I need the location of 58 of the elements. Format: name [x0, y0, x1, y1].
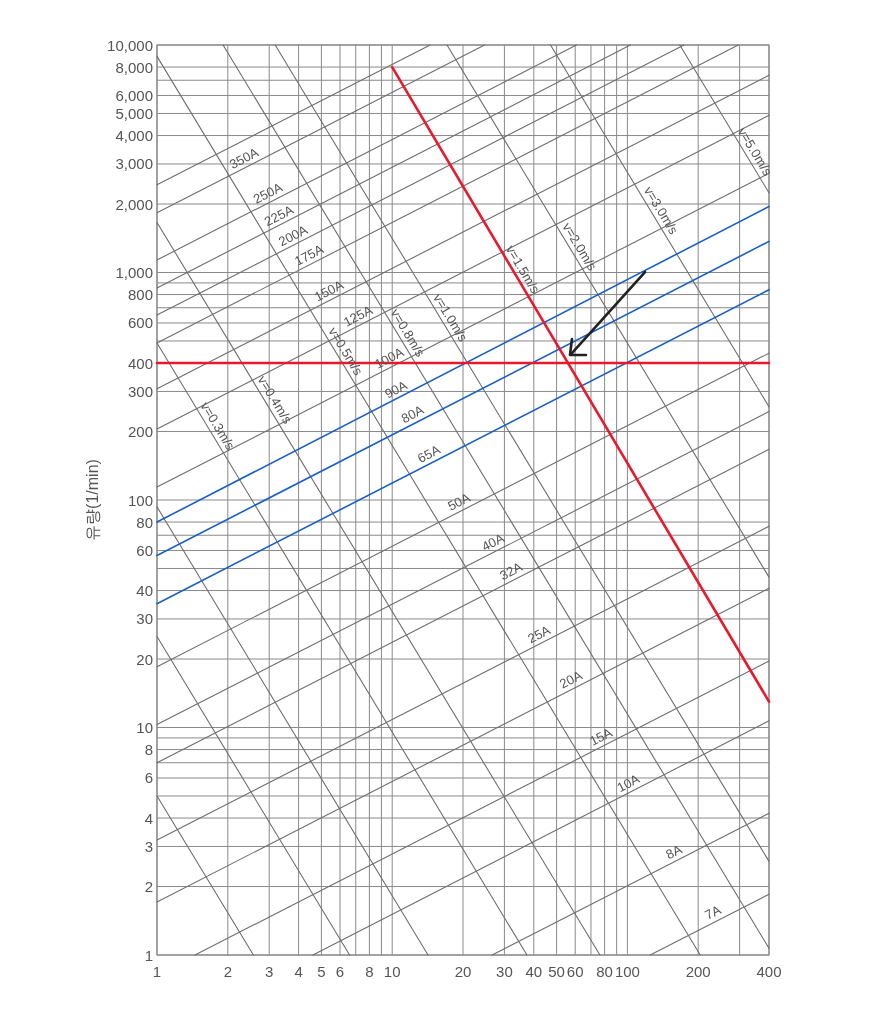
- annotation: 25A: [525, 622, 553, 647]
- x-tick-label: 8: [365, 963, 374, 980]
- y-tick-label: 800: [127, 286, 153, 304]
- annotation: 10A: [614, 771, 643, 796]
- annotation: 50A: [445, 489, 473, 514]
- y-tick-label: 40: [136, 582, 153, 600]
- x-tick-label: 400: [756, 963, 782, 980]
- x-tick-label: 40: [525, 963, 543, 980]
- annotation: 40A: [479, 530, 507, 555]
- y-tick-label: 2: [144, 878, 153, 896]
- x-tick-label: 2: [223, 963, 232, 980]
- annotation: 65A: [415, 441, 443, 466]
- y-tick-label: 6: [144, 769, 153, 787]
- y-tick-label: 8: [144, 741, 153, 759]
- y-tick-label: 10,000: [107, 36, 153, 54]
- annotation: 150A: [311, 276, 347, 305]
- x-tick-label: 4: [294, 963, 303, 980]
- y-tick-label: 1: [144, 946, 153, 964]
- y-tick-label: 300: [127, 382, 153, 400]
- y-tick-label: 4: [144, 809, 153, 827]
- y-tick-label: 1,000: [115, 264, 153, 281]
- x-tick-label: 10: [383, 963, 401, 980]
- y-axis-title: 유량(1/min): [83, 459, 101, 541]
- annotation: 15A: [587, 724, 615, 749]
- y-tick-label: 5,000: [115, 104, 153, 122]
- y-tick-label: 100: [127, 491, 153, 509]
- x-tick-label: 3: [265, 963, 274, 980]
- x-tick-label: 20: [454, 963, 472, 980]
- y-tick-label: 8,000: [115, 58, 153, 76]
- y-tick-label: 3,000: [115, 155, 153, 173]
- y-tick-label: 200: [127, 423, 153, 441]
- x-tick-label: 6: [335, 963, 345, 980]
- annotation: 80A: [398, 401, 427, 427]
- y-tick-label: 600: [127, 314, 153, 332]
- y-tick-label: 80: [136, 513, 153, 531]
- x-tick-label: 60: [566, 963, 584, 980]
- y-tick-label: 6,000: [115, 86, 153, 104]
- annotation: 8A: [663, 841, 685, 863]
- x-tick-label: 5: [317, 963, 326, 980]
- x-tick-label: 100: [614, 963, 640, 980]
- y-tick-label: 20: [136, 650, 153, 668]
- annotation: 90A: [382, 377, 410, 402]
- y-tick-label: 10: [136, 719, 153, 736]
- y-tick-label: 3: [144, 837, 153, 855]
- y-tick-label: 2,000: [115, 195, 153, 213]
- annotation: 20A: [557, 667, 585, 692]
- annotation: 350A: [227, 144, 262, 172]
- x-tick-label: 30: [496, 963, 513, 980]
- annotation: 125A: [340, 302, 376, 330]
- annotation: 32A: [497, 559, 525, 584]
- y-tick-label: 400: [127, 354, 153, 372]
- y-tick-label: 4,000: [115, 127, 153, 145]
- x-tick-label: 50: [548, 963, 565, 980]
- y-tick-label: 60: [136, 541, 153, 559]
- x-tick-label: 80: [596, 963, 613, 980]
- y-tick-label: 30: [136, 610, 153, 628]
- annotation: 7A: [702, 901, 724, 923]
- x-tick-label: 200: [685, 963, 711, 980]
